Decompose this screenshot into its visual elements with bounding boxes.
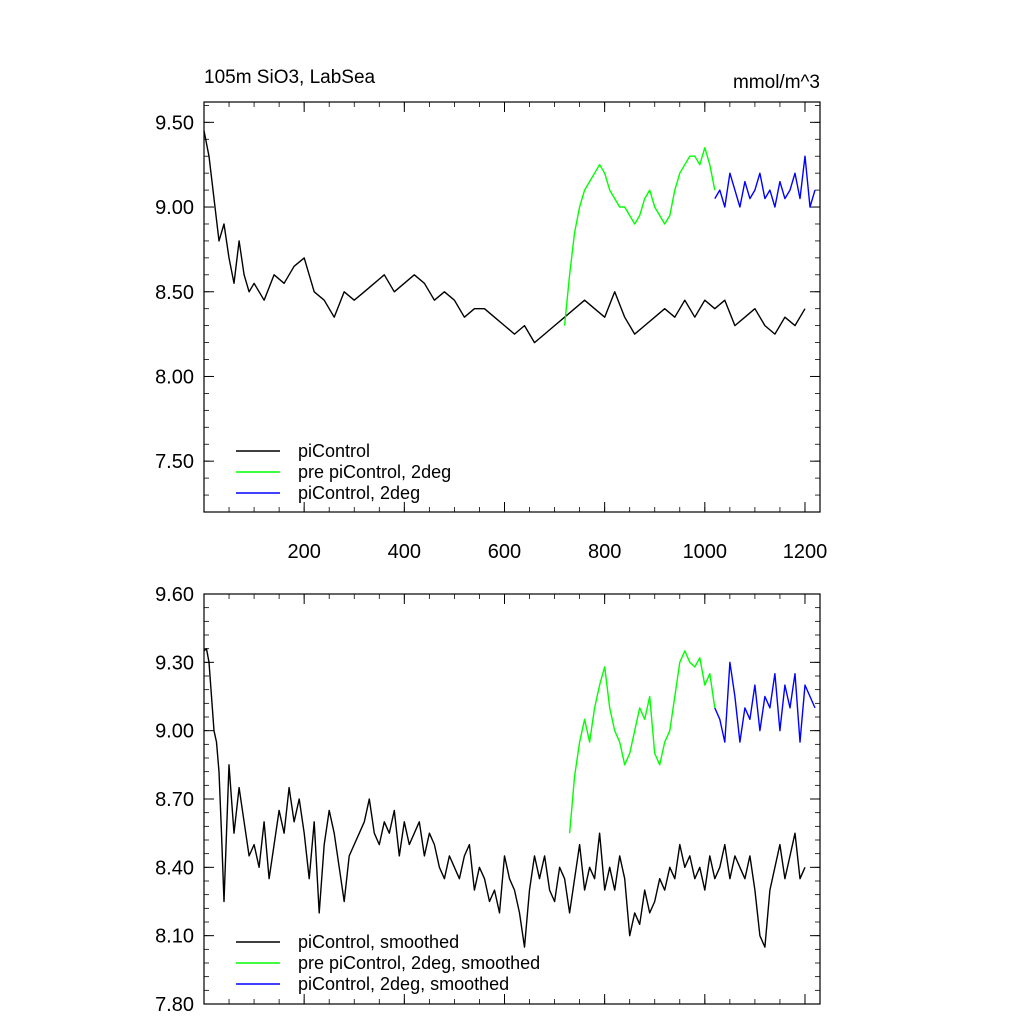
- legend-label: piControl, smoothed: [298, 932, 459, 952]
- plot-frame-bottom: [203, 593, 821, 1005]
- y-tick-label: 9.50: [155, 112, 194, 134]
- x-tick-label: 1200: [783, 541, 828, 563]
- units-label: mmol/m^3: [733, 72, 820, 93]
- y-tick-label: 8.00: [155, 366, 194, 388]
- y-tick-label: 9.00: [155, 197, 194, 219]
- x-tick-label: 200: [287, 541, 320, 563]
- x-tick-label: 800: [588, 541, 621, 563]
- legend-label: pre piControl, 2deg, smoothed: [298, 953, 540, 973]
- y-tick-label: 8.40: [155, 857, 194, 879]
- x-tick-label: 400: [388, 541, 421, 563]
- x-tick-label: 1000: [683, 541, 728, 563]
- series-line-picontrol-2deg: [714, 155, 816, 208]
- top-panel: 105m SiO3, LabSea mmol/m^3 7.50 8.00 8.50 9…: [155, 67, 827, 563]
- series-line-picontrol-2deg-smoothed: [714, 661, 816, 743]
- y-tick-label: 7.50: [155, 451, 194, 473]
- legend-label: pre piControl, 2deg: [298, 462, 451, 482]
- chart-title: 105m SiO3, LabSea: [204, 67, 376, 88]
- legend-label: piControl: [298, 441, 370, 461]
- y-tick-label: 7.80: [155, 994, 194, 1016]
- x-tick-label: 600: [488, 541, 521, 563]
- plot-frame-top: [203, 101, 821, 513]
- y-tick-label: 8.10: [155, 926, 194, 948]
- y-tick-label: 8.70: [155, 789, 194, 811]
- legend-label: piControl, 2deg, smoothed: [298, 974, 509, 994]
- legend-label: piControl, 2deg: [298, 483, 420, 503]
- series-line-pre-picontrol-2deg: [563, 146, 716, 326]
- y-tick-label: 8.50: [155, 282, 194, 304]
- series-line-picontrol-smoothed: [203, 648, 806, 948]
- y-tick-label: 9.30: [155, 652, 194, 674]
- y-tick-label: 9.60: [155, 584, 194, 606]
- series-line-pre-picontrol-2deg-smoothed: [568, 650, 716, 834]
- y-tick-label: 9.00: [155, 721, 194, 743]
- bottom-panel: 7.80 8.10 8.40 8.70 9.00 9.30 9.60 piControl, …: [155, 584, 821, 1016]
- series-line-picontrol: [203, 130, 806, 344]
